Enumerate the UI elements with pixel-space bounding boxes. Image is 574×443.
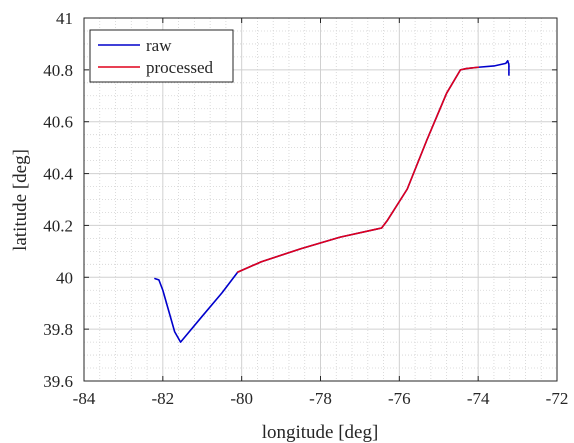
y-tick-label: 41 — [56, 9, 73, 28]
x-axis-label: longitude [deg] — [262, 422, 379, 443]
y-tick-label: 39.6 — [43, 372, 73, 391]
x-tick-label: -84 — [73, 389, 96, 408]
x-tick-label: -78 — [309, 389, 332, 408]
legend-label-processed: processed — [146, 58, 214, 77]
y-tick-label: 40.8 — [43, 61, 73, 80]
series-line-raw — [154, 59, 510, 343]
y-tick-label: 40.6 — [43, 113, 73, 132]
series-line-processed — [236, 66, 479, 273]
y-tick-label: 40.2 — [43, 216, 73, 235]
y-axis-label: latitude [deg] — [10, 149, 31, 251]
y-tick-label: 40 — [56, 268, 73, 287]
x-tick-label: -82 — [151, 389, 174, 408]
legend: raw processed — [89, 29, 234, 83]
x-tick-label: -74 — [467, 389, 490, 408]
x-tick-label: -76 — [388, 389, 411, 408]
tick-labels: -84 -82 -80 -78 -76 -74 -72 39.6 39.8 40 40.2 40.4 4… — [43, 9, 568, 408]
series-layer — [154, 59, 510, 343]
x-tick-label: -72 — [546, 389, 569, 408]
tick-marks — [83, 17, 558, 382]
legend-label-raw: raw — [146, 36, 172, 55]
y-tick-label: 39.8 — [43, 320, 73, 339]
legend-box — [89, 29, 234, 83]
y-tick-label: 40.4 — [43, 165, 73, 184]
x-tick-label: -80 — [230, 389, 253, 408]
